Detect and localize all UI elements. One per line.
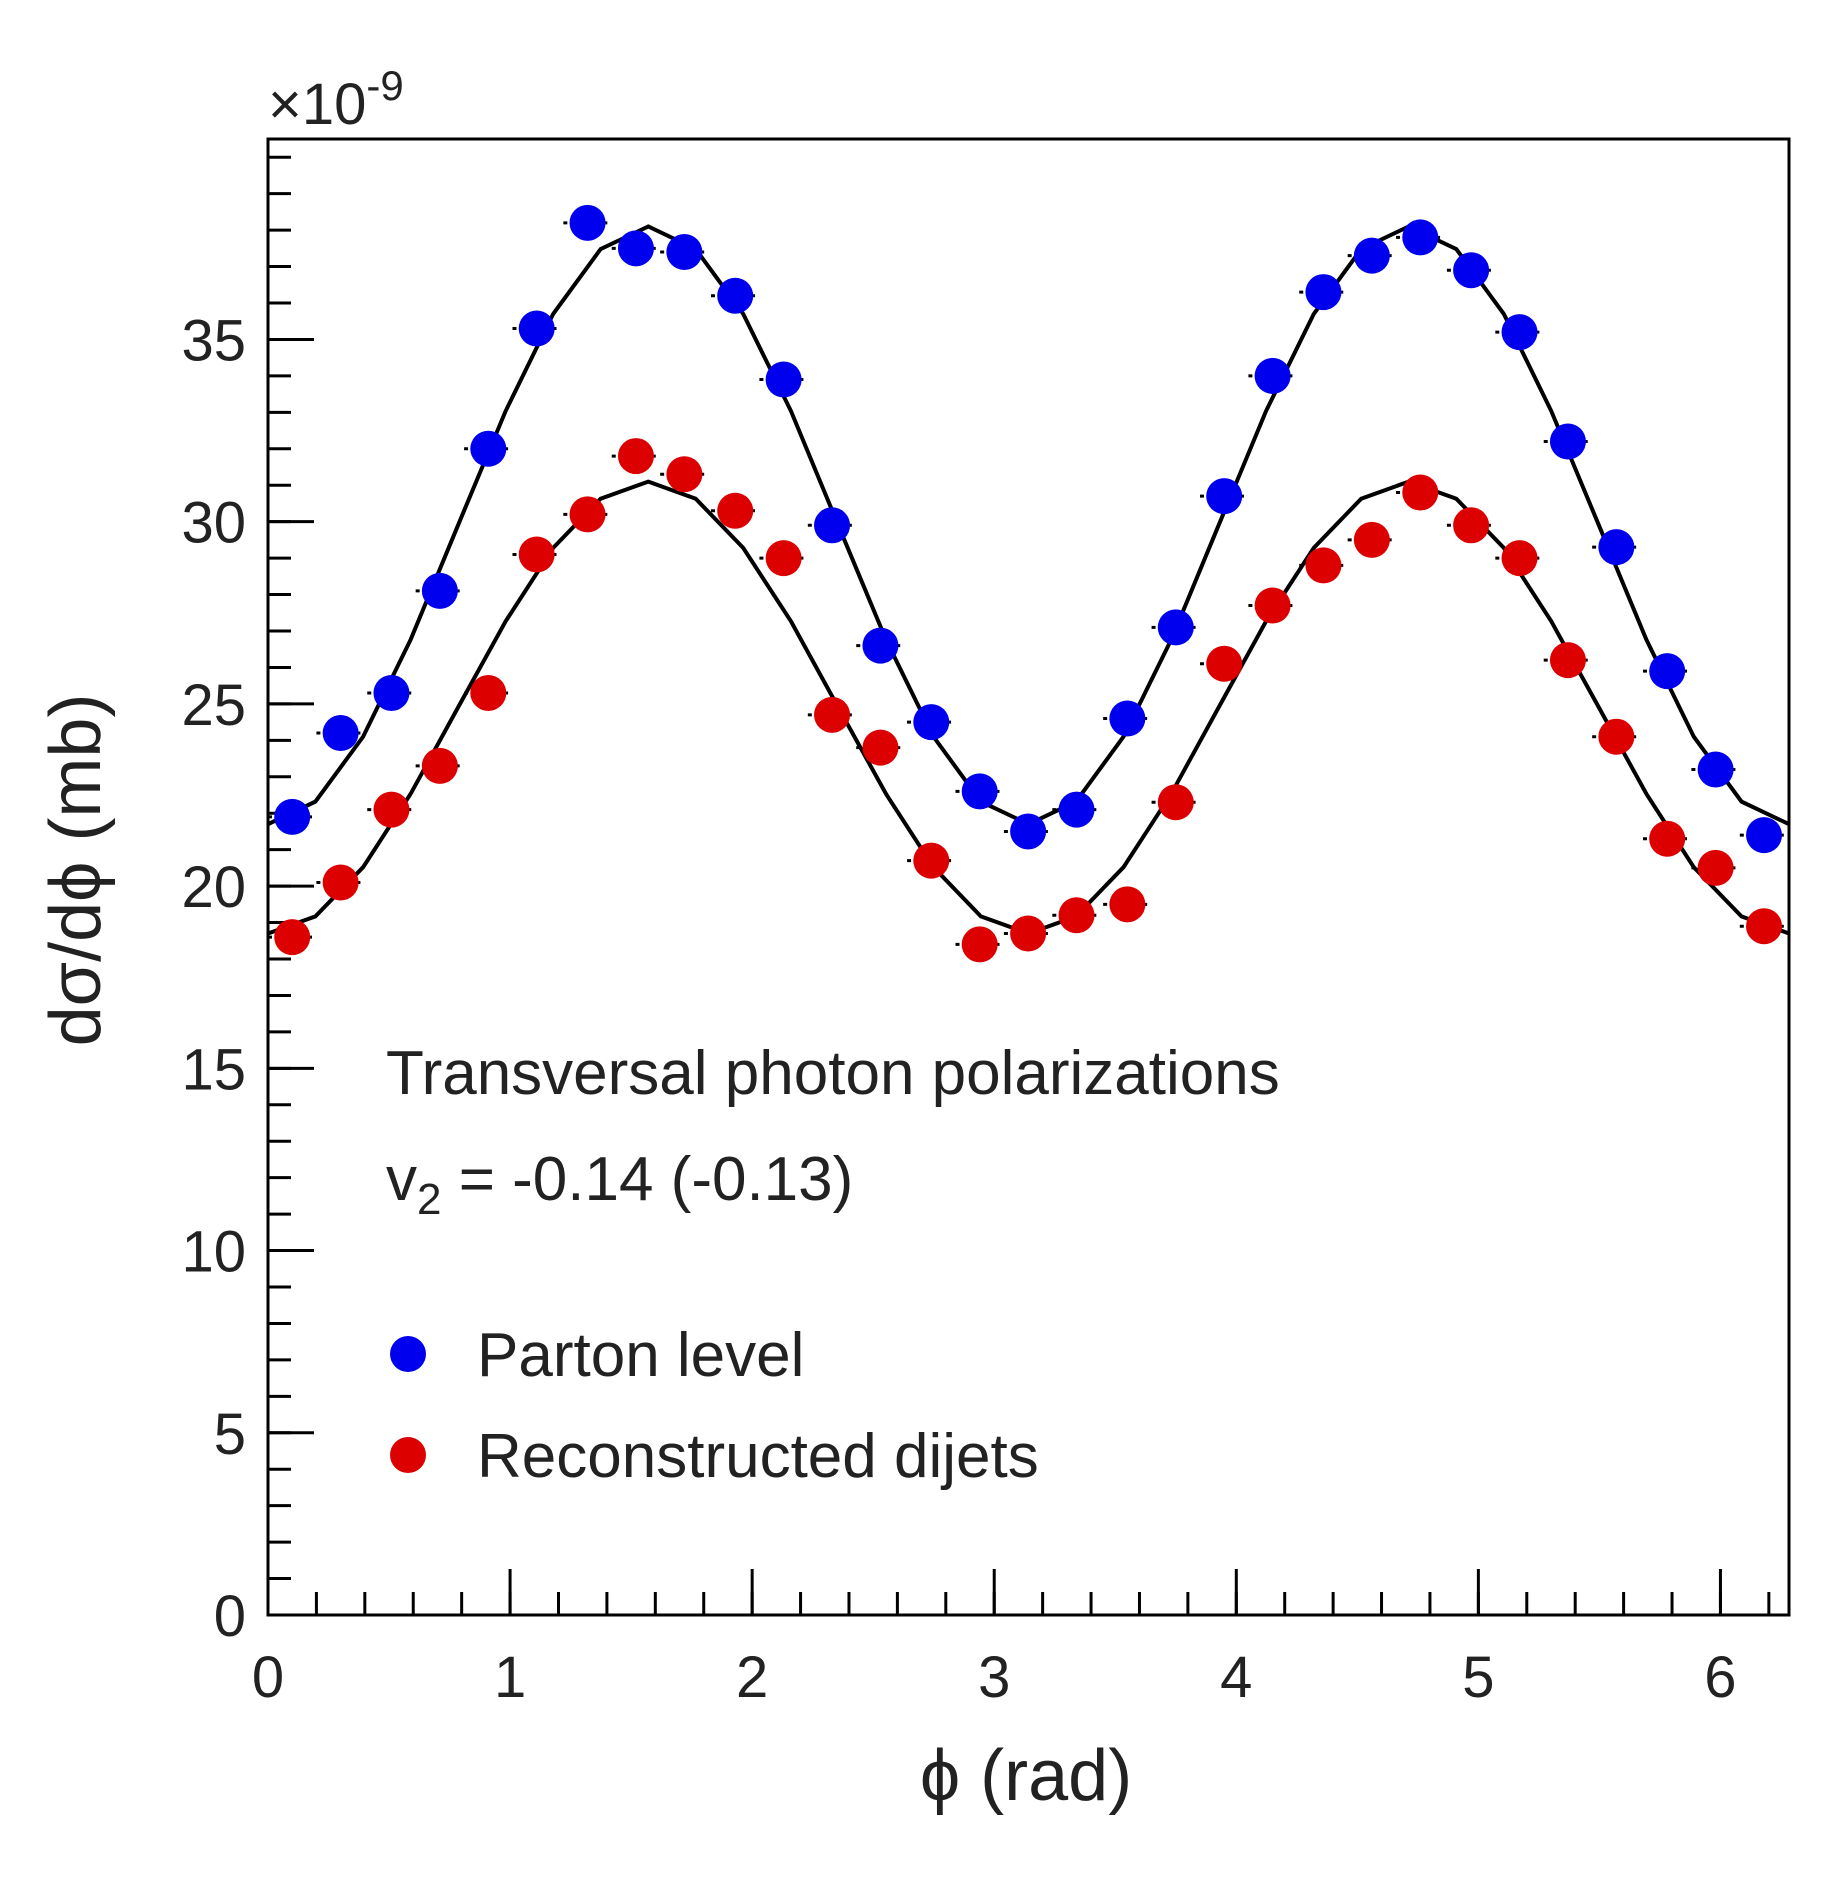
x-tick-label: 2 <box>736 1645 768 1710</box>
data-point <box>1157 784 1194 821</box>
data-point <box>1501 314 1538 351</box>
data-point <box>1206 645 1243 682</box>
v2-text: = -0.14 (-0.13) <box>441 1145 853 1214</box>
data-point <box>1697 849 1734 886</box>
data-point <box>1453 507 1490 544</box>
data-point <box>569 204 606 241</box>
data-point <box>274 798 311 835</box>
y-tick-label: 35 <box>181 308 246 373</box>
data-point <box>1010 813 1047 850</box>
data-point <box>1254 587 1291 624</box>
data-point <box>1598 529 1635 566</box>
data-point <box>421 747 458 784</box>
data-point <box>1746 908 1783 945</box>
data-point <box>666 456 703 493</box>
data-point <box>1058 791 1095 828</box>
y-tick-label: 20 <box>181 855 246 920</box>
data-point <box>274 919 311 956</box>
data-point <box>765 361 802 398</box>
data-point <box>765 540 802 577</box>
data-point <box>961 926 998 963</box>
data-point <box>666 233 703 270</box>
data-point <box>1649 820 1686 857</box>
data-point <box>1058 897 1095 934</box>
data-point <box>1109 700 1146 737</box>
x-tick-label: 3 <box>978 1645 1010 1710</box>
data-point <box>1402 474 1439 511</box>
data-point <box>814 507 851 544</box>
data-point <box>1598 718 1635 755</box>
data-point <box>1010 915 1047 952</box>
data-point <box>1353 521 1390 558</box>
data-point <box>1353 237 1390 274</box>
y-tick-label: 10 <box>181 1220 246 1285</box>
data-point <box>617 230 654 267</box>
y-axis-label: dσ/dϕ (mb) <box>36 694 116 1047</box>
plot-frame <box>266 137 1791 1617</box>
data-point <box>617 438 654 475</box>
x-tick-label: 1 <box>494 1645 526 1710</box>
y-tick-label: 0 <box>214 1584 246 1649</box>
x-tick-label: 4 <box>1220 1645 1252 1710</box>
data-point <box>1402 219 1439 256</box>
data-point <box>470 674 507 711</box>
data-point <box>1109 886 1146 923</box>
y-scale-label: ×10-9 <box>268 62 404 137</box>
data-point <box>913 842 950 879</box>
data-point <box>518 310 555 347</box>
legend-marker <box>390 1437 426 1473</box>
data-point <box>1746 817 1783 854</box>
data-point <box>913 704 950 741</box>
y-scale-exponent: -9 <box>366 62 403 109</box>
v2-symbol: v <box>386 1145 417 1214</box>
fit-curve <box>267 224 1790 827</box>
v2-subscript: 2 <box>417 1175 441 1224</box>
y-tick-label: 5 <box>214 1402 246 1467</box>
data-point <box>1549 642 1586 679</box>
data-point <box>814 696 851 733</box>
data-point <box>322 864 359 901</box>
data-point <box>421 572 458 609</box>
data-point <box>1501 540 1538 577</box>
x-tick-label: 5 <box>1462 1645 1494 1710</box>
data-point <box>1649 653 1686 690</box>
data-point <box>1305 274 1342 311</box>
data-point <box>470 430 507 467</box>
y-scale-base: ×10 <box>268 72 366 137</box>
x-axis-label: ϕ (rad) <box>920 1736 1132 1816</box>
data-point <box>1549 423 1586 460</box>
data-point <box>373 791 410 828</box>
data-point <box>322 715 359 752</box>
data-point <box>1157 609 1194 646</box>
data-point <box>862 729 899 766</box>
data-point <box>569 496 606 533</box>
data-point <box>1453 252 1490 289</box>
data-point <box>862 627 899 664</box>
data-point <box>717 492 754 529</box>
data-point <box>1206 478 1243 515</box>
y-tick-label: 30 <box>181 491 246 556</box>
y-tick-label: 15 <box>181 1037 246 1102</box>
annotation-v2: v2 = -0.14 (-0.13) <box>386 1145 853 1224</box>
x-tick-label: 0 <box>252 1645 284 1710</box>
data-point <box>961 773 998 810</box>
annotation: Transversal photon polarizations <box>386 1039 1280 1108</box>
data-point <box>1305 547 1342 584</box>
data-point <box>1697 751 1734 788</box>
data-point <box>373 674 410 711</box>
data-point <box>717 277 754 314</box>
legend-label: Parton level <box>477 1321 804 1390</box>
y-tick-label: 25 <box>181 673 246 738</box>
legend-marker <box>390 1336 426 1372</box>
x-tick-label: 6 <box>1704 1645 1736 1710</box>
data-point <box>1254 357 1291 394</box>
legend-label: Reconstructed dijets <box>477 1422 1039 1491</box>
data-point <box>518 536 555 573</box>
